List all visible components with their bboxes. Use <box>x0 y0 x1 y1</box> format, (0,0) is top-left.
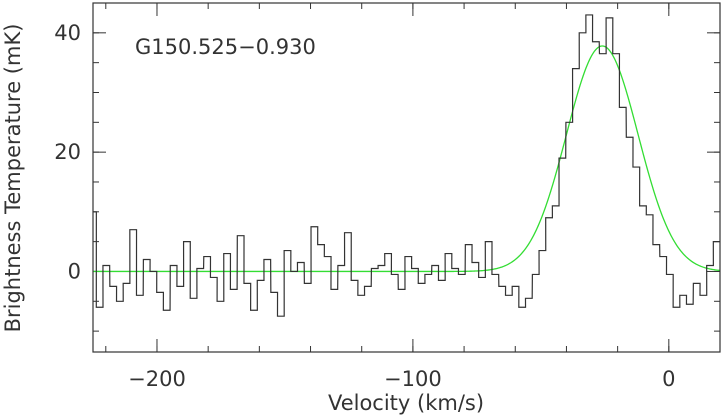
x-tick-label: −100 <box>384 367 442 391</box>
x-tick-labels: −200 −100 0 <box>128 367 675 391</box>
y-axis-label: Brightness Temperature (mK) <box>1 24 25 333</box>
y-tick-label: 20 <box>54 140 81 164</box>
x-tick-label: 0 <box>662 367 675 391</box>
spectrum-step-line <box>93 14 720 317</box>
x-tick-label: −200 <box>128 367 186 391</box>
y-tick-label: 0 <box>68 259 81 283</box>
source-annotation: G150.525−0.930 <box>135 35 316 59</box>
plot-frame <box>92 2 721 353</box>
y-tick-label: 40 <box>54 21 81 45</box>
x-axis-label: Velocity (km/s) <box>328 391 484 415</box>
y-tick-labels: 0 20 40 <box>54 21 81 284</box>
gaussian-fit-line <box>93 45 721 273</box>
